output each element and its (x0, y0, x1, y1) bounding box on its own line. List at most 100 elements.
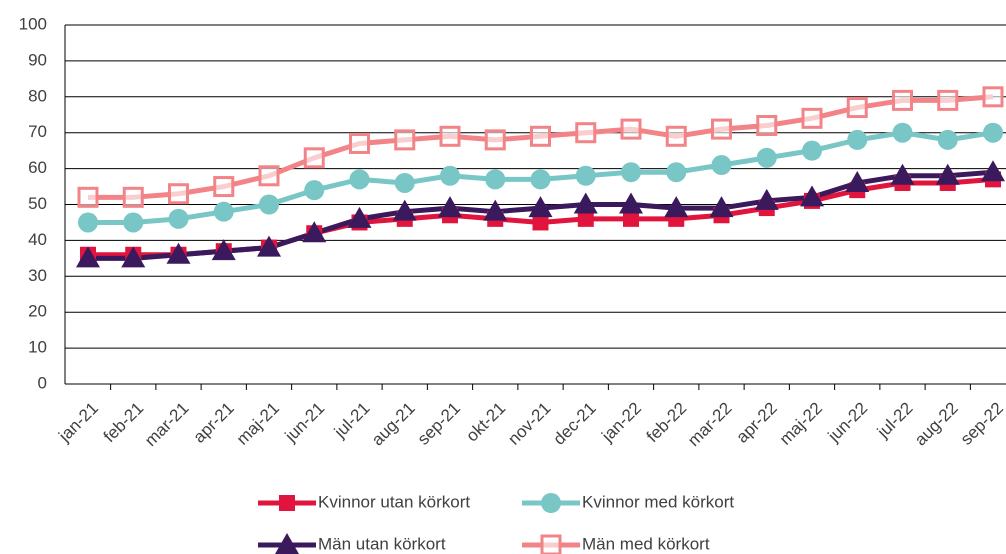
x-tick-label: feb-22 (643, 399, 691, 447)
marker (347, 206, 372, 228)
x-tick-label: sep-22 (957, 399, 1006, 449)
marker (623, 210, 639, 227)
marker (892, 122, 913, 143)
marker (935, 163, 960, 185)
marker (440, 165, 460, 186)
x-tick-label: okt-21 (462, 399, 509, 446)
marker (711, 155, 732, 176)
marker (937, 129, 958, 150)
x-tick-label: apr-22 (733, 399, 781, 447)
marker (258, 165, 280, 187)
legend-marker (540, 534, 562, 554)
marker (981, 160, 1005, 182)
marker (528, 196, 553, 218)
legend-label: Män med körkort (582, 534, 710, 553)
marker (709, 196, 734, 218)
y-tick-label: 0 (38, 373, 47, 392)
x-tick-label: maj-21 (233, 399, 283, 449)
x-tick-label: feb-21 (100, 399, 148, 447)
marker (303, 147, 325, 169)
marker (754, 188, 779, 210)
marker (394, 129, 416, 151)
y-tick-label: 70 (28, 122, 47, 141)
legend-label: Män utan körkort (318, 534, 446, 553)
marker (77, 186, 99, 208)
marker (664, 196, 689, 218)
marker (168, 208, 189, 229)
y-tick-label: 20 (28, 302, 47, 321)
x-tick-label: jan-22 (597, 399, 645, 447)
marker (166, 242, 191, 264)
marker (484, 129, 506, 151)
marker (621, 162, 641, 183)
marker (211, 239, 236, 261)
y-tick-label: 50 (28, 194, 47, 213)
x-tick-label: dec-21 (550, 399, 600, 449)
y-tick-label: 100 (19, 14, 47, 33)
marker (845, 170, 870, 192)
marker (575, 165, 596, 186)
marker (619, 192, 643, 214)
marker (392, 199, 417, 221)
marker (573, 192, 598, 214)
marker (666, 162, 687, 183)
marker (983, 122, 1003, 143)
marker (756, 147, 777, 168)
marker (890, 163, 915, 185)
x-tick-label: jun-22 (824, 399, 872, 447)
marker (213, 176, 235, 198)
marker (892, 89, 913, 111)
legend-marker (541, 493, 561, 513)
y-tick-label: 10 (28, 338, 47, 357)
y-tick-label: 80 (28, 86, 47, 105)
marker (483, 199, 508, 221)
x-tick-label: nov-21 (504, 399, 554, 449)
x-tick-label: aug-21 (368, 399, 419, 450)
marker (530, 169, 551, 190)
marker (123, 212, 144, 233)
y-tick-label: 60 (28, 158, 47, 177)
marker (846, 97, 868, 119)
marker (349, 169, 370, 190)
legend-marker (275, 533, 299, 554)
x-tick-label: jun-21 (281, 399, 329, 447)
marker (76, 246, 100, 268)
y-tick-label: 30 (28, 266, 47, 285)
marker (801, 107, 823, 129)
marker (439, 125, 461, 147)
marker (121, 246, 146, 268)
legend-label: Kvinnor utan körkort (318, 492, 470, 511)
y-tick-label: 40 (28, 230, 47, 249)
marker (394, 172, 415, 193)
marker (577, 210, 594, 227)
marker (78, 212, 98, 233)
marker (665, 125, 687, 147)
marker (122, 186, 144, 208)
x-tick-label: sep-21 (414, 399, 464, 449)
y-tick-label: 90 (28, 50, 47, 69)
x-tick-label: mar-21 (141, 399, 193, 451)
x-tick-label: jan-21 (54, 399, 102, 447)
legend-label: Kvinnor med körkort (582, 492, 734, 511)
marker (620, 118, 642, 140)
marker (349, 132, 370, 154)
marker (575, 122, 597, 144)
marker (530, 125, 551, 147)
marker (168, 183, 189, 205)
x-tick-label: apr-21 (190, 399, 238, 447)
x-tick-label: mar-22 (684, 399, 736, 451)
marker (259, 194, 279, 215)
marker (438, 196, 462, 218)
marker (304, 180, 325, 201)
marker (982, 86, 1004, 108)
marker (937, 89, 959, 111)
marker (485, 169, 506, 190)
marker (847, 129, 868, 150)
legend-marker (279, 495, 295, 511)
marker (213, 201, 234, 222)
marker (802, 140, 822, 161)
x-tick-label: maj-22 (776, 399, 826, 449)
marker (532, 214, 549, 231)
marker (756, 115, 778, 137)
